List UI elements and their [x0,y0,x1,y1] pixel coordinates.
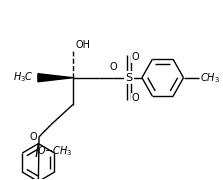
Text: $H_3C$: $H_3C$ [13,70,33,84]
Text: O: O [131,93,139,103]
Text: O: O [110,62,117,72]
Text: S: S [125,73,132,83]
Polygon shape [38,74,73,82]
Text: O: O [30,132,37,142]
Text: $O$$-$$CH_3$: $O$$-$$CH_3$ [37,144,73,158]
Text: OH: OH [76,40,91,50]
Text: $CH_3$: $CH_3$ [200,71,220,85]
Text: O: O [131,52,139,62]
